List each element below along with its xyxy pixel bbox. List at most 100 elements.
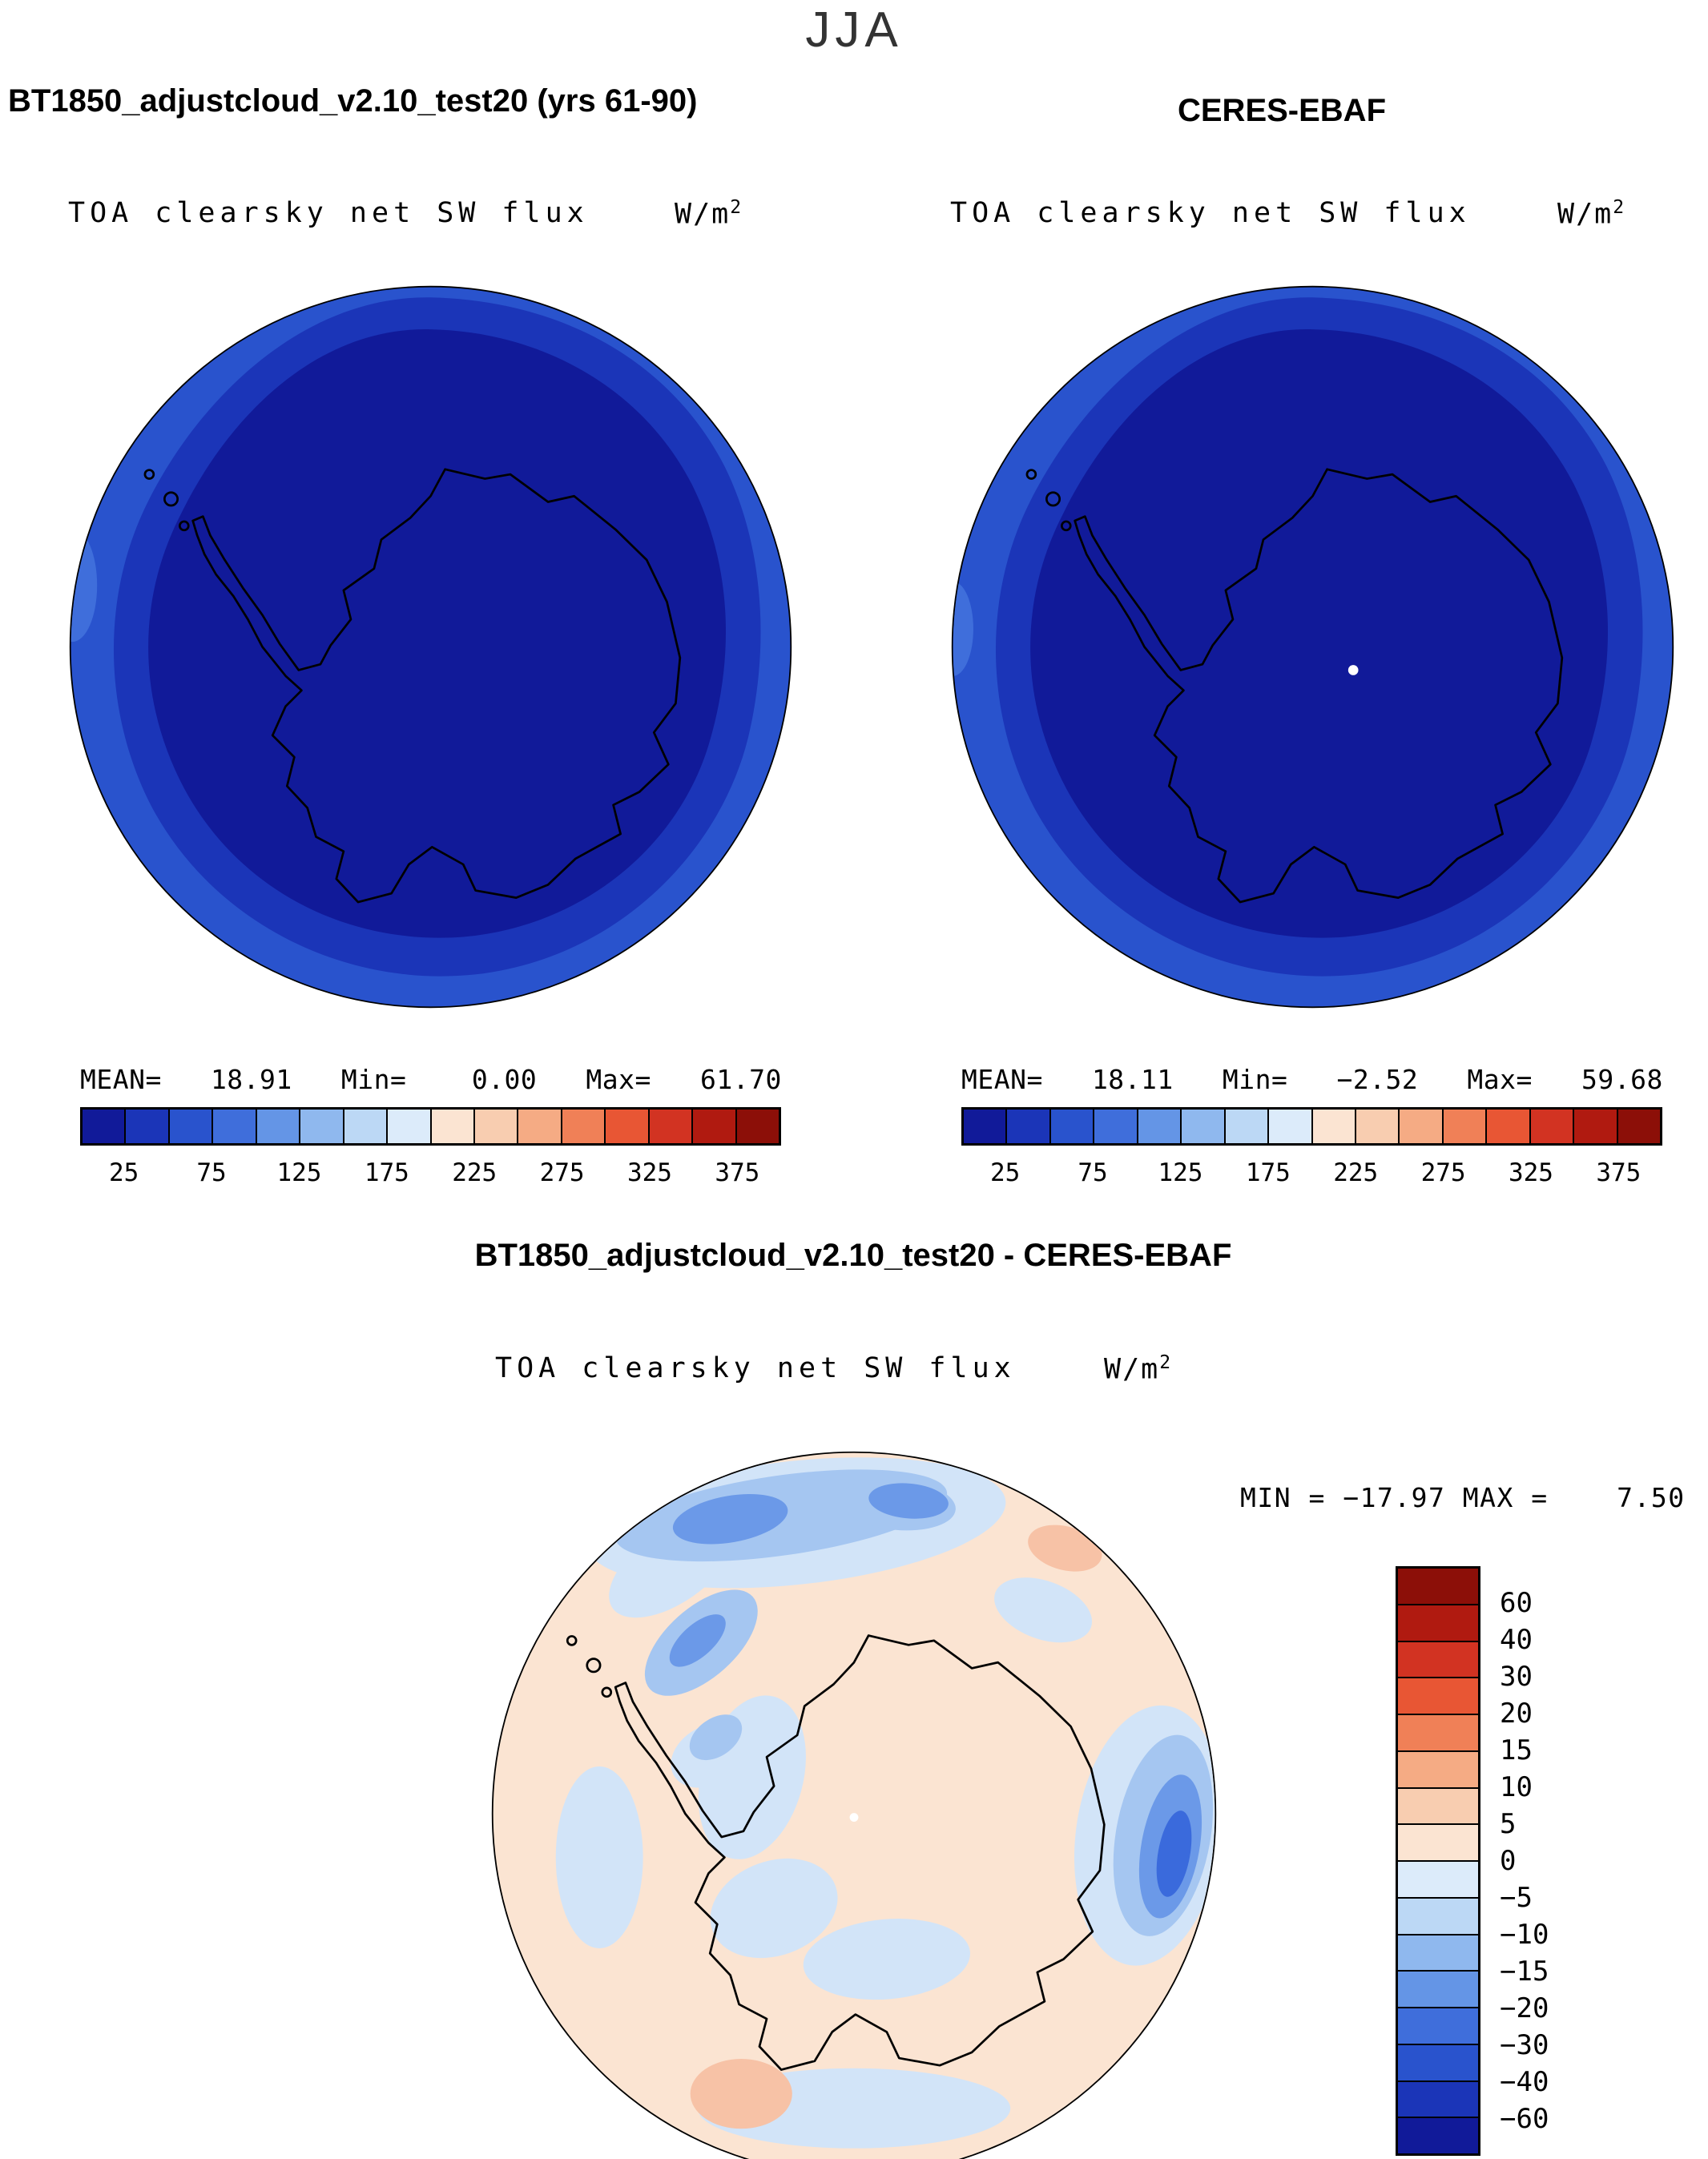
season-title: JJA xyxy=(805,2,903,58)
colorbar-segment xyxy=(1398,2118,1478,2153)
colorbar-segment xyxy=(474,1110,519,1143)
colorbar-segment xyxy=(1487,1110,1531,1143)
diff-colorbar-ticks: 60 40 30 20 15 10 5 0 −5 −10 −15 −20 −30 −40 −60 xyxy=(1500,1566,1604,2156)
diff-blob-pink xyxy=(690,2058,792,2129)
colorbar-segment xyxy=(1398,1605,1478,1642)
colorbar-segment xyxy=(736,1110,779,1143)
colorbar-tick-label: 25 xyxy=(109,1158,139,1187)
model-colorbar xyxy=(80,1107,781,1146)
colorbar-tick-label: 275 xyxy=(539,1158,585,1187)
colorbar-tick-label: 15 xyxy=(1500,1734,1533,1766)
colorbar-tick-label: 125 xyxy=(1158,1158,1203,1187)
colorbar-segment xyxy=(1225,1110,1270,1143)
colorbar-segment xyxy=(388,1110,432,1143)
colorbar-segment xyxy=(649,1110,694,1143)
colorbar-segment xyxy=(431,1110,475,1143)
obs-map xyxy=(951,285,1674,1009)
obs-colorbar xyxy=(961,1107,1662,1146)
colorbar-segment xyxy=(1398,1898,1478,1935)
diff-units-label: W/m2 xyxy=(1104,1352,1172,1386)
colorbar-segment xyxy=(1398,1825,1478,1862)
colorbar-segment xyxy=(169,1110,214,1143)
diff-blob-light xyxy=(994,1577,1093,1643)
obs-colorbar-ticks: 25 75 125 175 225 275 325 375 xyxy=(961,1158,1662,1190)
diff-variable-label: TOA clearsky net SW flux xyxy=(495,1352,1016,1384)
colorbar-segment xyxy=(344,1110,389,1143)
colorbar-segment xyxy=(518,1110,562,1143)
colorbar-segment xyxy=(1182,1110,1226,1143)
colorbar-segment xyxy=(1312,1110,1356,1143)
colorbar-segment xyxy=(1443,1110,1488,1143)
colorbar-segment xyxy=(1007,1110,1051,1143)
diff-blob-medium xyxy=(689,1714,743,1761)
colorbar-tick-label: 325 xyxy=(626,1158,672,1187)
colorbar-segment xyxy=(213,1110,257,1143)
diff-units-base: W/m xyxy=(1104,1353,1160,1386)
pole-missing-data-dot xyxy=(849,1813,859,1822)
diff-panel-title: BT1850_adjustcloud_v2.10_test20 - CERES-… xyxy=(474,1238,1232,1273)
colorbar-segment xyxy=(562,1110,606,1143)
diff-blob-light xyxy=(803,1919,970,2000)
diff-units-exponent: 2 xyxy=(1159,1352,1173,1373)
colorbar-segment xyxy=(1398,1678,1478,1715)
model-units-exponent: 2 xyxy=(730,197,743,218)
diff-blob-light xyxy=(710,1858,838,1959)
colorbar-tick-label: −15 xyxy=(1500,1956,1549,1988)
diff-blob-strong xyxy=(672,1493,788,1545)
colorbar-segment xyxy=(1398,1569,1478,1605)
colorbar-segment xyxy=(256,1110,301,1143)
diff-blob-light xyxy=(555,1766,643,1948)
diff-blob-strong xyxy=(868,1483,949,1519)
colorbar-segment xyxy=(1398,1751,1478,1789)
obs-units-base: W/m xyxy=(1557,198,1613,231)
colorbar-segment xyxy=(1398,2044,1478,2082)
colorbar-segment xyxy=(1138,1110,1182,1143)
obs-variable-label: TOA clearsky net SW flux xyxy=(950,197,1471,229)
colorbar-tick-label: −40 xyxy=(1500,2066,1549,2098)
colorbar-tick-label: 125 xyxy=(276,1158,322,1187)
colorbar-tick-label: −60 xyxy=(1500,2103,1549,2135)
colorbar-tick-label: −30 xyxy=(1500,2029,1549,2061)
diff-blob-pink xyxy=(1028,1525,1102,1572)
colorbar-tick-label: −20 xyxy=(1500,1992,1549,2024)
diff-minmax: MIN = −17.97 MAX = 7.50 xyxy=(1240,1482,1686,1513)
high-flux-edge-patch xyxy=(953,582,973,676)
colorbar-segment xyxy=(1398,1715,1478,1752)
model-panel-title: BT1850_adjustcloud_v2.10_test20 (yrs 61-… xyxy=(8,83,698,119)
diff-blob-dark xyxy=(1156,1811,1192,1897)
colorbar-segment xyxy=(126,1110,170,1143)
colorbar-tick-label: 75 xyxy=(1078,1158,1108,1187)
colorbar-segment xyxy=(1050,1110,1095,1143)
colorbar-segment xyxy=(1398,1862,1478,1899)
colorbar-tick-label: 40 xyxy=(1500,1624,1533,1656)
model-units-base: W/m xyxy=(675,198,731,231)
colorbar-segment xyxy=(300,1110,344,1143)
colorbar-tick-label: 60 xyxy=(1500,1587,1533,1619)
colorbar-segment xyxy=(1269,1110,1313,1143)
obs-units-label: W/m2 xyxy=(1557,197,1625,231)
model-units-label: W/m2 xyxy=(675,197,743,231)
pole-missing-data-dot xyxy=(1347,665,1359,675)
colorbar-tick-label: 75 xyxy=(196,1158,227,1187)
colorbar-segment xyxy=(1398,1935,1478,1972)
colorbar-tick-label: 225 xyxy=(1333,1158,1379,1187)
colorbar-segment xyxy=(964,1110,1008,1143)
colorbar-tick-label: 25 xyxy=(990,1158,1021,1187)
colorbar-tick-label: 375 xyxy=(715,1158,760,1187)
colorbar-tick-label: 10 xyxy=(1500,1771,1533,1803)
colorbar-segment xyxy=(1400,1110,1444,1143)
model-stats: MEAN= 18.91 Min= 0.00 Max= 61.70 xyxy=(80,1064,782,1095)
colorbar-segment xyxy=(83,1110,127,1143)
colorbar-tick-label: 175 xyxy=(364,1158,409,1187)
colorbar-segment xyxy=(1398,1972,1478,2008)
colorbar-tick-label: 375 xyxy=(1596,1158,1642,1187)
obs-stats: MEAN= 18.11 Min= −2.52 Max= 59.68 xyxy=(961,1064,1663,1095)
colorbar-segment xyxy=(1398,1641,1478,1679)
colorbar-segment xyxy=(1094,1110,1138,1143)
colorbar-segment xyxy=(606,1110,650,1143)
model-colorbar-ticks: 25 75 125 175 225 275 325 375 xyxy=(80,1158,781,1190)
colorbar-tick-label: 5 xyxy=(1500,1808,1517,1840)
colorbar-tick-label: 275 xyxy=(1420,1158,1466,1187)
colorbar-tick-label: 20 xyxy=(1500,1698,1533,1730)
